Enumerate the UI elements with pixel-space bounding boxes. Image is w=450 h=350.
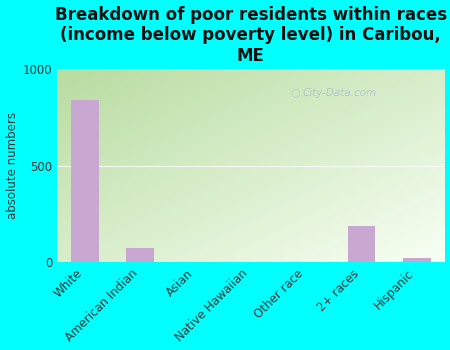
Text: City-Data.com: City-Data.com [303,88,377,98]
Bar [71,100,99,262]
Bar [403,258,431,262]
Y-axis label: absolute numbers: absolute numbers [5,112,18,219]
Bar [126,248,154,262]
Title: Breakdown of poor residents within races
(income below poverty level) in Caribou: Breakdown of poor residents within races… [55,6,447,65]
Bar [348,225,375,262]
Text: ○: ○ [291,88,300,98]
